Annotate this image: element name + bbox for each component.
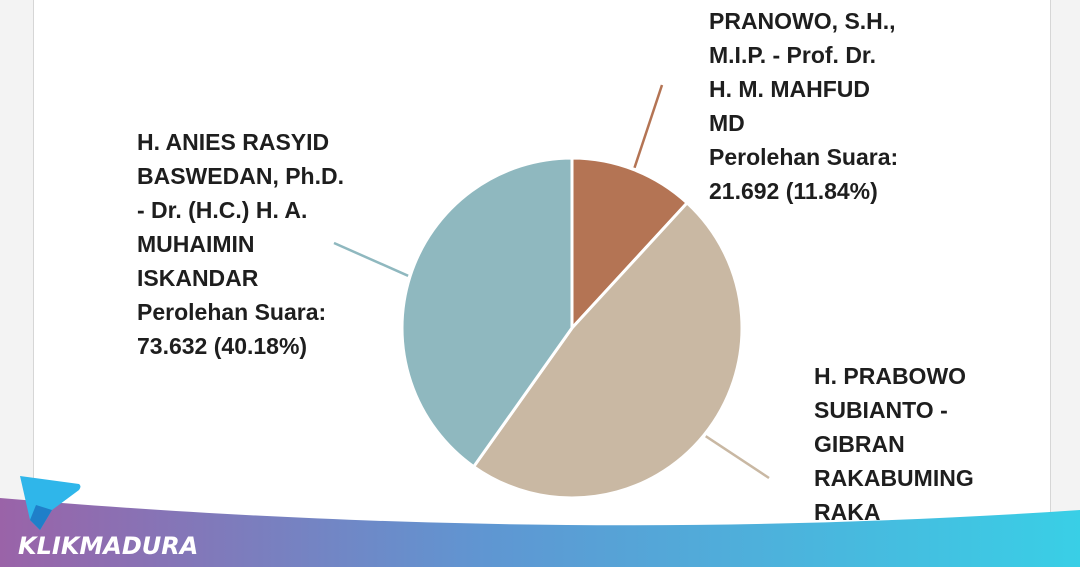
- slice-name-anies: H. ANIES RASYID BASWEDAN, Ph.D. - Dr. (H…: [137, 129, 344, 291]
- slice-label-ganjar: H. GANJAR PRANOWO, S.H., M.I.P. - Prof. …: [709, 0, 939, 208]
- slice-votes-label-ganjar: Perolehan Suara:: [709, 144, 899, 170]
- slice-name-prabowo: H. PRABOWO SUBIANTO - GIBRAN RAKABUMING …: [814, 363, 974, 525]
- leader-line-anies: [333, 241, 409, 277]
- slice-prabowo: [472, 201, 744, 500]
- slice-label-anies: H. ANIES RASYID BASWEDAN, Ph.D. - Dr. (H…: [137, 125, 377, 363]
- slice-votes-ganjar: 21.692 (11.84%): [709, 178, 878, 204]
- klikmadura-logo-icon: [20, 476, 81, 530]
- slice-ganjar: [570, 156, 689, 330]
- banner-wave: [0, 498, 1080, 567]
- slice-votes-anies: 73.632 (40.18%): [137, 333, 308, 359]
- pie-chart: [333, 84, 770, 500]
- chart-card: H. GANJAR PRANOWO, S.H., M.I.P. - Prof. …: [33, 0, 1051, 550]
- slice-label-prabowo: H. PRABOWO SUBIANTO - GIBRAN RAKABUMING …: [814, 359, 1014, 529]
- slice-votes-label-anies: Perolehan Suara:: [137, 299, 327, 325]
- slice-anies: [400, 156, 574, 469]
- brand-name: KLIKMADURA: [18, 532, 199, 560]
- leader-line-ganjar: [633, 84, 664, 169]
- slice-name-ganjar: H. GANJAR PRANOWO, S.H., M.I.P. - Prof. …: [709, 8, 896, 136]
- leader-line-prabowo: [705, 435, 770, 480]
